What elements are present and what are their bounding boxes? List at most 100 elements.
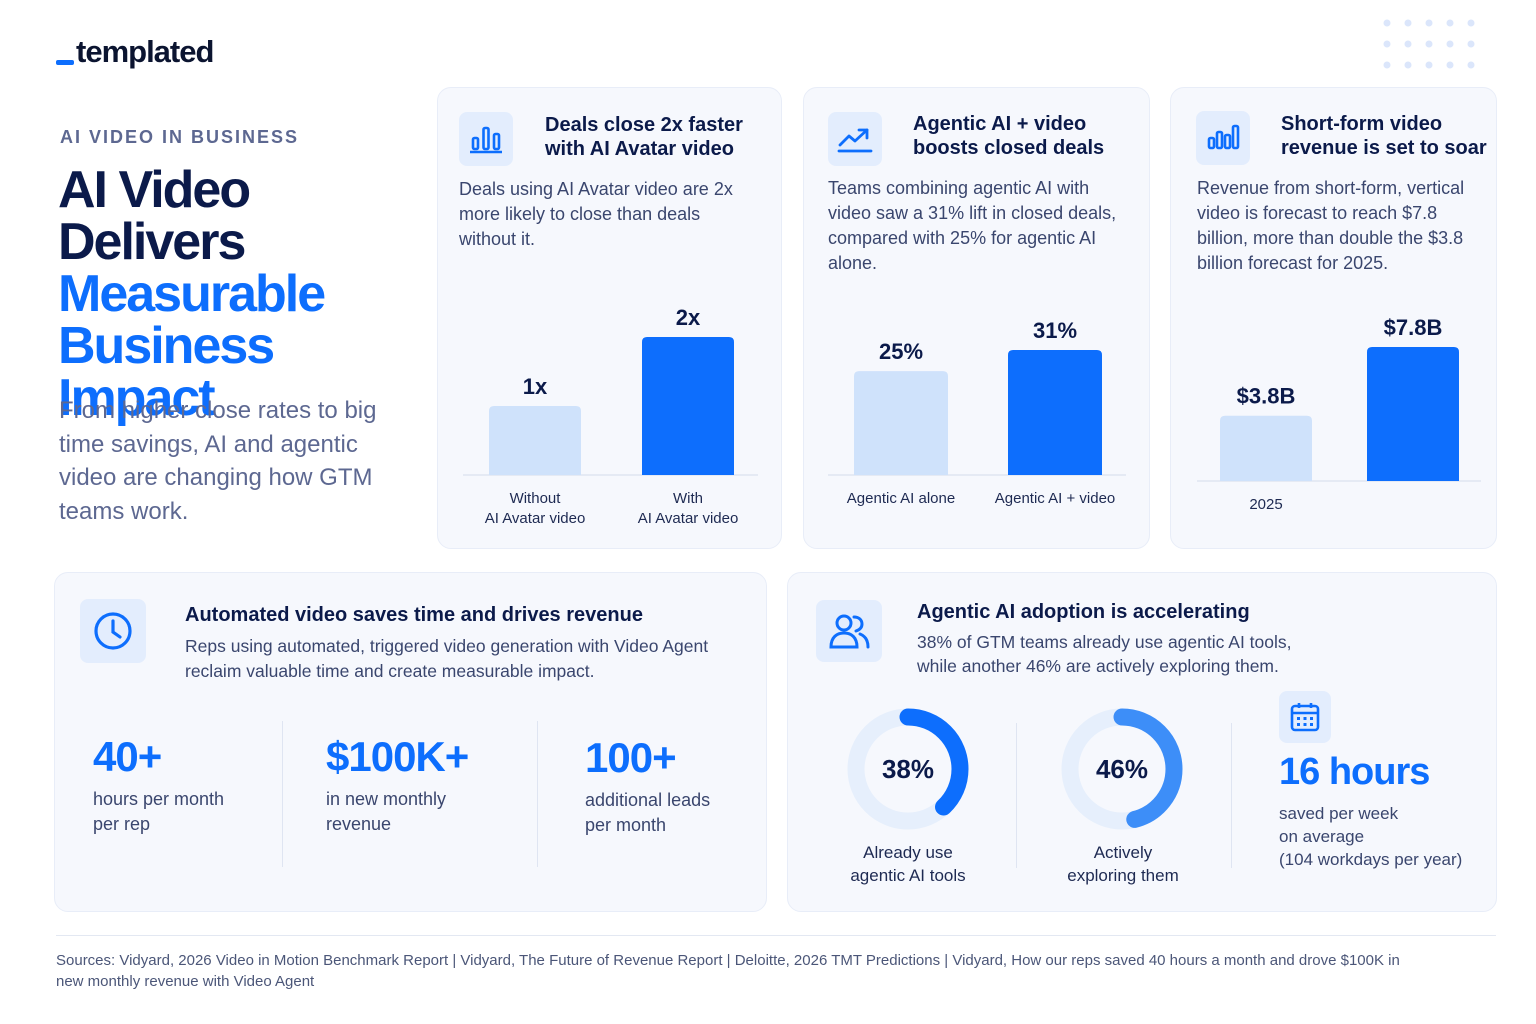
donut-value-label: 38%	[882, 754, 934, 784]
hours-saved-line: (104 workdays per year)	[1279, 850, 1463, 869]
hero-subtitle: From higher close rates to big time savi…	[59, 397, 377, 525]
bar	[1367, 347, 1459, 481]
stat-label-line: hours per month	[93, 789, 225, 809]
hero-title-line: Measurable	[58, 265, 326, 323]
bar-chart-deals: 1x Without AI Avatar video 2x With AI Avatar …	[463, 305, 758, 527]
bar	[489, 406, 581, 475]
category-label: Without	[510, 490, 562, 507]
stat-divider	[1231, 723, 1232, 868]
calendar-icon	[1279, 691, 1331, 743]
hero-title-line: AI Video	[58, 161, 251, 219]
bar-chart-icon	[1196, 111, 1250, 165]
stat-label: in new monthly revenue	[326, 787, 536, 837]
card-automated-video: Automated video saves time and drives re…	[54, 572, 767, 912]
bar-value-label: 2x	[676, 305, 701, 330]
hero-eyebrow: AI VIDEO IN BUSINESS	[60, 127, 300, 147]
donut-slice	[1061, 708, 1183, 830]
stat-divider	[282, 721, 283, 867]
category-label: Agentic AI alone	[847, 490, 955, 507]
card-description: Revenue from short-form, vertical video …	[1197, 178, 1465, 273]
donut-slice	[847, 708, 969, 830]
bar	[854, 371, 948, 475]
donut-label-line: Already use	[863, 843, 953, 862]
stat-label: hours per month per rep	[93, 787, 283, 837]
card-title: Agentic AI + video boosts closed deals	[913, 112, 1143, 160]
stat-divider	[537, 721, 538, 867]
stat-label-line: in new monthly	[326, 789, 447, 809]
bar-chart-revenue: $3.8B 2025 $7.8B	[1197, 315, 1481, 513]
hours-saved-line: saved per week	[1279, 804, 1399, 823]
card-title-line: revenue is set to soar	[1281, 137, 1487, 159]
brand-logo: templated	[56, 34, 214, 70]
stat-label-line: revenue	[326, 814, 392, 834]
card-title-line: boosts closed deals	[913, 137, 1105, 159]
clock-icon	[80, 599, 146, 663]
stat-divider	[1016, 723, 1017, 868]
donut-label: Actively exploring them	[1038, 841, 1208, 887]
category-label: 2025	[1249, 496, 1282, 513]
stat-label-line: per month	[585, 815, 667, 835]
card-description-line: while another 46% are actively exploring…	[917, 656, 1279, 676]
donut-label-line: Actively	[1093, 843, 1153, 862]
card-agentic-adoption: Agentic AI adoption is accelerating 38% …	[787, 572, 1497, 912]
donut-value-label: 46%	[1096, 754, 1148, 784]
category-label: With	[673, 490, 703, 507]
footer-divider	[56, 935, 1496, 936]
bar-chart-agentic: 25% Agentic AI alone 31% Agentic AI + video	[828, 318, 1126, 507]
card-title-line: with AI Avatar video	[545, 138, 734, 160]
card-description: Deals using AI Avatar video are 2x more …	[459, 179, 733, 249]
donut-chart-exploring: 46%	[1061, 708, 1183, 830]
hours-saved-value: 16 hours	[1279, 751, 1430, 793]
category-label: AI Avatar video	[485, 510, 586, 527]
stat-revenue: $100K+ in new monthly revenue	[326, 733, 536, 837]
hero-title: AI Video Delivers Measurable Business Im…	[58, 164, 438, 424]
decorative-dots	[1383, 19, 1475, 69]
stat-value: 100+	[585, 734, 677, 781]
sources-text: Sources: Vidyard, 2026 Video in Motion B…	[56, 952, 1400, 990]
card-agentic-boost: Agentic AI + video boosts closed deals T…	[803, 87, 1150, 549]
stat-value: $100K+	[326, 733, 469, 780]
stat-value: 40+	[93, 733, 162, 780]
bar-value-label: $3.8B	[1237, 384, 1296, 409]
bar	[642, 337, 734, 475]
card-title: Automated video saves time and drives re…	[185, 604, 643, 626]
users-icon	[816, 600, 882, 662]
card-description: 38% of GTM teams already use agentic AI …	[917, 630, 1477, 678]
category-label: Agentic AI + video	[995, 490, 1116, 507]
donut-label-line: exploring them	[1067, 866, 1179, 885]
card-title: Short-form video revenue is set to soar	[1281, 112, 1496, 160]
category-label: AI Avatar video	[638, 510, 739, 527]
donut-label-line: agentic AI tools	[850, 866, 966, 885]
card-title-line: Short-form video	[1281, 113, 1443, 135]
stat-label-line: additional leads	[585, 790, 711, 810]
bar	[1220, 415, 1312, 481]
bar-value-label: 25%	[879, 339, 923, 364]
donut-label: Already use agentic AI tools	[823, 841, 993, 887]
card-title-line: Deals close 2x faster	[545, 114, 743, 136]
card-title: Deals close 2x faster with AI Avatar vid…	[545, 113, 775, 161]
stat-label-line: per rep	[93, 814, 151, 834]
card-description: Teams combining agentic AI with video sa…	[828, 178, 1117, 273]
card-description: Reps using automated, triggered video ge…	[185, 636, 709, 681]
card-title-line: Agentic AI + video	[913, 113, 1087, 135]
bar-value-label: $7.8B	[1384, 315, 1443, 340]
bar-value-label: 1x	[523, 374, 548, 399]
stat-leads: 100+ additional leads per month	[585, 734, 755, 838]
card-title: Agentic AI adoption is accelerating	[917, 601, 1250, 623]
bar	[1008, 350, 1102, 475]
hours-saved-label: saved per week on average (104 workdays …	[1279, 802, 1489, 871]
card-deals-close-faster: Deals close 2x faster with AI Avatar vid…	[437, 87, 782, 549]
donut-chart-already-use: 38%	[847, 708, 969, 830]
hours-saved-line: on average	[1279, 827, 1365, 846]
logo-text: templated	[76, 34, 214, 69]
trending-up-icon	[828, 112, 882, 166]
hero-title-line: Delivers	[58, 213, 246, 271]
stat-hours: 40+ hours per month per rep	[93, 733, 283, 837]
hero-title-line: Business Impact	[58, 317, 275, 427]
logo-underscore	[56, 60, 74, 65]
stat-label: additional leads per month	[585, 788, 755, 838]
bar-value-label: 31%	[1033, 318, 1077, 343]
card-short-form-revenue: Short-form video revenue is set to soar …	[1170, 87, 1497, 549]
card-description-line: 38% of GTM teams already use agentic AI …	[917, 632, 1292, 652]
bar-chart-icon	[459, 112, 513, 166]
